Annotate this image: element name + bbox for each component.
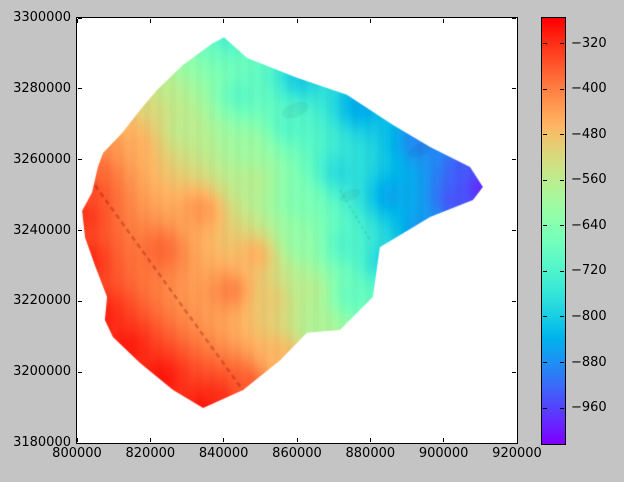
colorbar-tick-mark-right bbox=[560, 225, 564, 227]
x-tick-label: 900000 bbox=[418, 446, 469, 461]
y-tick-label: 3200000 bbox=[13, 364, 71, 380]
colorbar-tick-mark bbox=[543, 316, 547, 318]
x-tick-mark bbox=[296, 438, 298, 442]
x-tick-mark bbox=[443, 438, 445, 442]
colorbar-tick-mark bbox=[543, 225, 547, 227]
x-tick-mark bbox=[76, 438, 78, 442]
colorbar-tick-mark-right bbox=[560, 88, 564, 90]
colorbar-tick-label: −400 bbox=[571, 81, 607, 97]
y-tick-mark-right bbox=[512, 230, 516, 231]
y-tick-mark-right bbox=[512, 442, 516, 444]
y-tick-mark bbox=[78, 17, 82, 19]
y-tick-mark bbox=[78, 371, 82, 373]
y-tick-label: 3260000 bbox=[13, 151, 71, 167]
y-tick-label: 3280000 bbox=[13, 80, 71, 96]
y-tick-mark-right bbox=[512, 88, 516, 90]
x-tick-label: 920000 bbox=[492, 446, 542, 461]
x-tick-mark-top bbox=[223, 19, 225, 23]
y-tick-label: 3300000 bbox=[13, 10, 71, 25]
x-tick-mark bbox=[223, 438, 225, 442]
y-tick-label: 3220000 bbox=[13, 293, 71, 309]
x-tick-mark bbox=[149, 438, 151, 442]
colorbar-tick-mark bbox=[543, 43, 547, 45]
x-tick-label: 840000 bbox=[198, 446, 249, 461]
colorbar-tick-label: −960 bbox=[571, 400, 607, 416]
y-tick-mark bbox=[78, 88, 82, 90]
colorbar-tick-mark-right bbox=[560, 43, 564, 45]
y-tick-label: 3180000 bbox=[13, 435, 71, 450]
x-tick-mark bbox=[516, 438, 518, 442]
colorbar-tick-mark-right bbox=[560, 407, 564, 409]
y-tick-mark-right bbox=[512, 371, 516, 373]
y-tick-mark-right bbox=[512, 17, 516, 19]
x-tick-mark-top bbox=[149, 19, 151, 23]
colorbar-gradient bbox=[542, 18, 565, 444]
colorbar-tick-mark bbox=[543, 407, 547, 409]
colorbar-tick-label: −560 bbox=[571, 172, 607, 188]
colorbar-tick-mark-right bbox=[560, 179, 564, 181]
y-tick-mark bbox=[78, 300, 82, 302]
colorbar-tick-mark bbox=[543, 270, 547, 272]
x-tick-mark-top bbox=[443, 19, 445, 23]
x-tick-label: 800000 bbox=[52, 446, 102, 461]
surface-plot-canvas bbox=[77, 18, 517, 443]
colorbar-tick-mark bbox=[543, 179, 547, 181]
y-tick-mark-right bbox=[512, 300, 516, 302]
y-tick-mark bbox=[78, 159, 82, 161]
x-tick-mark-top bbox=[369, 19, 371, 23]
y-tick-mark-right bbox=[512, 159, 516, 161]
colorbar-tick-mark-right bbox=[560, 134, 564, 136]
colorbar-tick-mark bbox=[543, 134, 547, 136]
colorbar-tick-label: −480 bbox=[571, 126, 607, 142]
colorbar-tick-mark bbox=[543, 362, 547, 364]
y-tick-mark bbox=[78, 230, 82, 231]
x-tick-label: 820000 bbox=[125, 446, 176, 461]
colorbar-tick-mark-right bbox=[560, 316, 564, 318]
colorbar-tick-mark bbox=[543, 88, 547, 90]
y-tick-mark bbox=[78, 442, 82, 444]
x-tick-mark-top bbox=[296, 19, 298, 23]
colorbar-tick-label: −640 bbox=[571, 217, 607, 233]
colorbar-tick-mark-right bbox=[560, 362, 564, 364]
x-tick-mark bbox=[369, 438, 371, 442]
colorbar-tick-label: −320 bbox=[571, 35, 607, 51]
colorbar-tick-label: −880 bbox=[571, 354, 607, 370]
x-tick-mark-top bbox=[76, 19, 78, 23]
colorbar-tick-label: −720 bbox=[571, 263, 607, 279]
y-tick-label: 3240000 bbox=[13, 222, 71, 238]
colorbar-tick-mark-right bbox=[560, 270, 564, 272]
x-tick-label: 880000 bbox=[345, 446, 396, 461]
colorbar-tick-label: −800 bbox=[571, 308, 607, 324]
x-tick-label: 860000 bbox=[272, 446, 322, 461]
x-tick-mark-top bbox=[516, 19, 518, 23]
